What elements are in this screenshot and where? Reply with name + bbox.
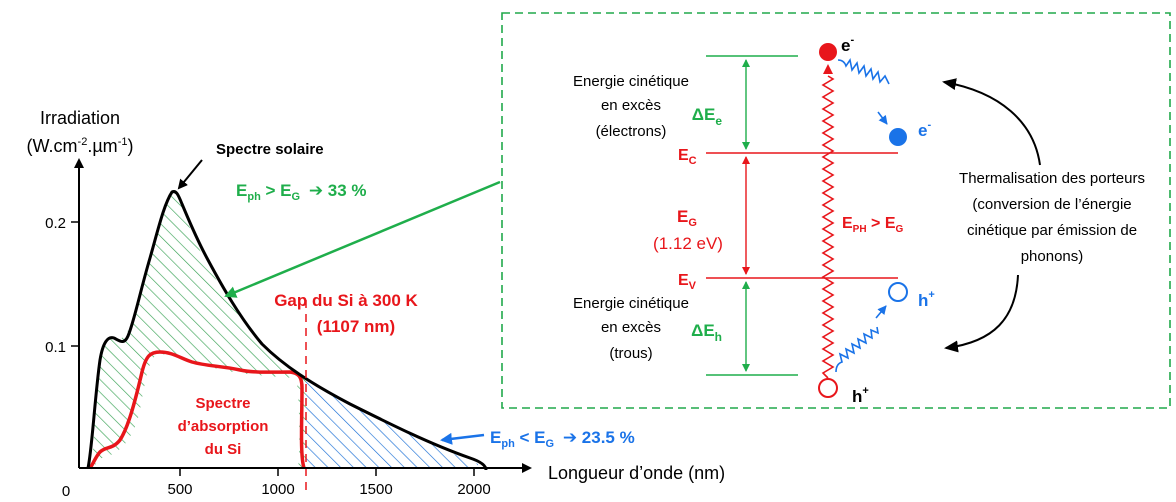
thermal-line1: Thermalisation des porteurs bbox=[959, 170, 1145, 187]
delta-h-label: ΔEh bbox=[691, 321, 722, 344]
photon-wave bbox=[821, 75, 835, 379]
thermal-arrow-top bbox=[942, 78, 1041, 166]
ev-label: EV bbox=[678, 272, 697, 292]
kin-e-line2: en excès bbox=[601, 97, 661, 114]
absorption-label-line2: d’absorption bbox=[178, 418, 269, 435]
electron-relaxed bbox=[889, 128, 907, 146]
x-tick-label-2000: 2000 bbox=[457, 481, 490, 498]
band-diagram: e- e- h+ h+ Energie cinétique en excès (… bbox=[501, 12, 1171, 409]
x-tick-label-1000: 1000 bbox=[261, 481, 294, 498]
kin-e-line3: (électrons) bbox=[596, 123, 667, 140]
solar-spectrum-curve bbox=[86, 190, 488, 471]
kin-e-line1: Energie cinétique bbox=[573, 73, 689, 90]
eg-label: EG bbox=[677, 207, 697, 229]
electron-excited-label: e- bbox=[841, 34, 854, 55]
hole-relaxed-label: h+ bbox=[918, 289, 935, 310]
below-gap-arrow bbox=[440, 432, 485, 445]
y-axis-title-line1: Irradiation bbox=[40, 108, 120, 128]
below-gap-label: Eph < EG ➔ 23.5 % bbox=[490, 428, 635, 450]
hole-excited bbox=[818, 378, 838, 398]
spectre-solaire-arrow bbox=[177, 159, 203, 190]
eg-value: (1.12 eV) bbox=[653, 234, 723, 253]
ec-label: EC bbox=[678, 147, 697, 167]
electron-relaxed-label: e- bbox=[918, 119, 931, 140]
x-tick-label-1500: 1500 bbox=[359, 481, 392, 498]
origin-label: 0 bbox=[62, 483, 70, 500]
hole-relaxation-wave bbox=[835, 326, 880, 373]
dashed-zoom-box bbox=[501, 12, 1171, 409]
thermal-line3: cinétique par émission de bbox=[967, 222, 1137, 239]
above-gap-hatch bbox=[92, 194, 306, 469]
below-gap-hatch bbox=[306, 380, 478, 468]
thermal-line4: phonons) bbox=[1021, 248, 1084, 265]
electron-excited bbox=[819, 43, 837, 61]
x-axis-title: Longueur d’onde (nm) bbox=[548, 463, 725, 483]
kin-h-line1: Energie cinétique bbox=[573, 295, 689, 312]
delta-e-label: ΔEe bbox=[692, 105, 723, 128]
spectrum-plot: 0.2 0.1 0 500 1000 1500 2000 Irradiation… bbox=[27, 108, 726, 500]
y-tick-label-02: 0.2 bbox=[45, 215, 66, 232]
eph-label: EPH > EG bbox=[842, 215, 903, 235]
y-tick-label-01: 0.1 bbox=[45, 339, 66, 356]
kin-h-line3: (trous) bbox=[609, 345, 652, 362]
hole-relaxed bbox=[888, 282, 908, 302]
gap-label-line2: (1107 nm) bbox=[317, 317, 395, 336]
spectre-solaire-label: Spectre solaire bbox=[216, 141, 324, 158]
y-axis-title-line2: (W.cm-2.µm-1) bbox=[27, 136, 134, 156]
thermal-arrow-bottom bbox=[944, 274, 1019, 353]
above-gap-label: Eph > EG ➔ 33 % bbox=[236, 181, 367, 203]
electron-relaxation-head bbox=[877, 111, 888, 125]
kin-h-line2: en excès bbox=[601, 319, 661, 336]
x-tick-label-500: 500 bbox=[167, 481, 192, 498]
si-absorption-curve bbox=[88, 350, 306, 470]
absorption-label-line1: Spectre bbox=[195, 395, 250, 412]
absorption-label-line3: du Si bbox=[205, 441, 242, 458]
zoom-arrow bbox=[224, 180, 501, 298]
gap-label-line1: Gap du Si à 300 K bbox=[274, 291, 418, 310]
electron-relaxation-wave bbox=[837, 57, 890, 85]
hole-excited-label: h+ bbox=[852, 385, 869, 406]
hole-relaxation-head bbox=[875, 305, 887, 319]
thermal-line2: (conversion de l’énergie bbox=[972, 196, 1131, 213]
